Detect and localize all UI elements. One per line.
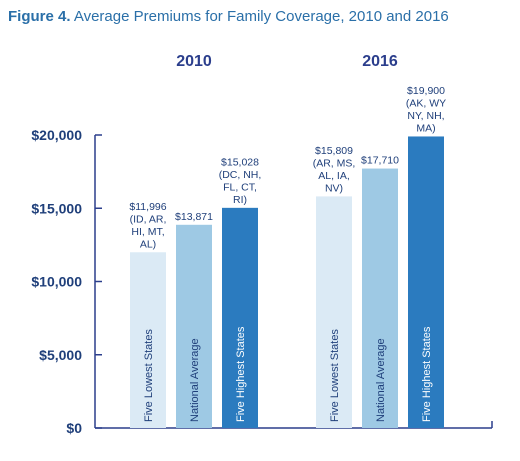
bar-data-label: $15,028: [221, 156, 259, 168]
y-tick-label: $5,000: [39, 347, 82, 363]
bar-data-label: $17,710: [361, 155, 399, 167]
bar: [408, 136, 444, 428]
y-tick-label: $0: [66, 420, 82, 436]
y-tick-label: $10,000: [31, 274, 82, 290]
y-tick-label: $15,000: [31, 200, 82, 216]
bar-category-label: National Average: [189, 338, 201, 422]
bar-data-label: (DC, NH,: [219, 169, 262, 181]
group-title: 2010: [176, 53, 212, 70]
bar-data-label: AL): [140, 238, 156, 250]
figure-title: Average Premiums for Family Coverage, 20…: [73, 8, 449, 25]
bar: [316, 196, 352, 428]
bar-category-label: Five Lowest States: [329, 329, 341, 422]
bar-data-label: (AR, MS,: [313, 157, 356, 169]
bar: [222, 207, 258, 428]
bar-data-label: NY, NH,: [407, 110, 444, 122]
bar: [130, 252, 166, 428]
bar: [362, 168, 398, 428]
bar-category-label: Five Highest States: [421, 326, 433, 422]
bar-data-label: NV): [325, 182, 343, 194]
bar-data-label: RI): [233, 194, 247, 206]
group-title: 2016: [362, 53, 398, 70]
bar-data-label: FL, CT,: [223, 181, 257, 193]
bar-data-label: MA): [416, 122, 435, 134]
figure-label: Figure 4.: [8, 8, 71, 25]
bar-data-label: $11,996: [129, 201, 166, 213]
bar-data-label: HI, MT,: [131, 226, 164, 238]
bar-data-label: $19,900: [407, 85, 445, 97]
bar-category-label: Five Highest States: [235, 326, 247, 422]
bar-data-label: $13,871: [175, 211, 213, 223]
bar-data-label: $15,809: [315, 145, 353, 157]
bar-data-label: AL, IA,: [318, 170, 350, 182]
bar-data-label: (ID, AR,: [130, 213, 167, 225]
chart-title: Figure 4. Average Premiums for Family Co…: [8, 8, 449, 25]
bar: [176, 224, 212, 428]
bar-category-label: Five Lowest States: [143, 329, 155, 422]
bar-category-label: National Average: [375, 338, 387, 422]
y-tick-label: $20,000: [31, 127, 82, 143]
bar-data-label: (AK, WY: [406, 97, 446, 109]
